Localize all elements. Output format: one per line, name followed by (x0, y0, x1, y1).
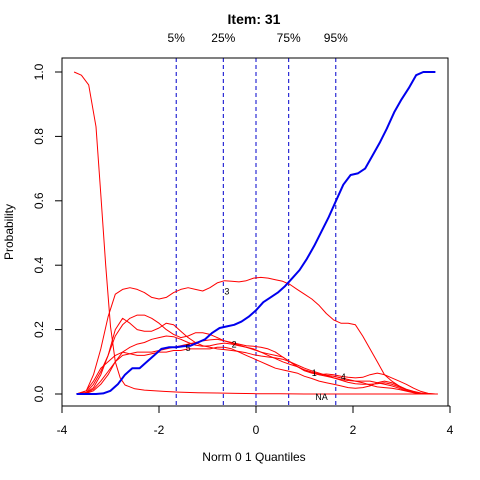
y-axis: 0.0 0.2 0.4 0.6 0.8 1.0 (32, 63, 63, 402)
series-lines (73, 71, 438, 395)
x-tick-label: 4 (447, 423, 454, 437)
quantile-label: 25% (211, 31, 235, 45)
x-axis: -4 -2 0 2 4 (57, 405, 454, 437)
quantile-label: 95% (324, 31, 348, 45)
curve-labels: NA 3 2 5 1 4 (186, 287, 346, 403)
y-tick-label: 0.8 (32, 128, 46, 145)
y-tick-label: 0.4 (32, 257, 46, 274)
option-curve-line (76, 317, 436, 395)
curve-label: 3 (224, 287, 229, 297)
curve-label: 5 (186, 343, 191, 353)
y-axis-label: Probability (2, 204, 16, 260)
quantile-labels: 5% 25% 75% 95% (168, 31, 349, 45)
y-tick-label: 0.0 (32, 385, 46, 402)
option-curve-line (76, 346, 436, 395)
x-axis-label: Norm 0 1 Quantiles (202, 450, 305, 464)
y-tick-label: 0.2 (32, 321, 46, 338)
x-tick-label: 2 (350, 423, 357, 437)
expected-score-line (76, 71, 436, 395)
quantile-label: 5% (168, 31, 186, 45)
y-tick-label: 1.0 (32, 63, 46, 80)
option-curve-line (76, 276, 436, 395)
quantile-label: 75% (277, 31, 301, 45)
option-curve-line (76, 335, 436, 395)
x-tick-label: -4 (57, 423, 68, 437)
x-tick-label: 0 (253, 423, 260, 437)
curve-label: 1 (312, 368, 317, 378)
quantile-lines (175, 58, 337, 406)
curve-label: NA (315, 392, 328, 402)
curve-label: 4 (341, 372, 346, 382)
curve-label: 2 (232, 340, 237, 350)
chart-title: Item: 31 (228, 11, 281, 27)
y-tick-label: 0.6 (32, 192, 46, 209)
option-curve-line (73, 71, 438, 395)
x-tick-label: -2 (154, 423, 165, 437)
option-curve-line (76, 338, 436, 395)
